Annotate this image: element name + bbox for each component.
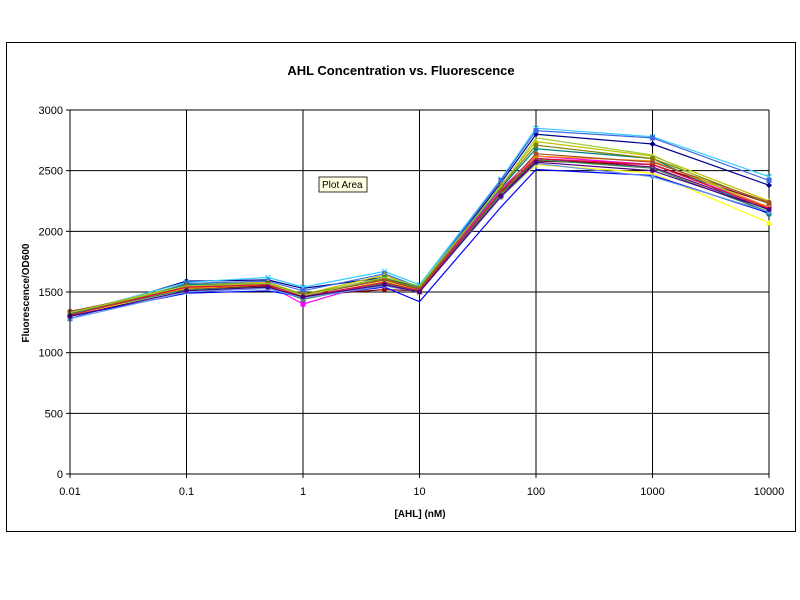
data-point [381,277,387,283]
data-point [766,182,772,189]
series-10 [69,168,770,317]
data-point [300,288,306,294]
data-point [533,128,539,134]
series-line [69,161,770,317]
data-point [533,159,539,165]
data-point [300,301,306,307]
y-axis-label: Fluorescence/OD600 [21,243,32,342]
series-line [69,168,770,317]
y-tick-label: 0 [57,469,63,481]
data-point [533,151,539,157]
chart-svg: AHL Concentration vs. Fluorescence 0 500 1… [21,63,785,520]
series-line [69,157,770,316]
series-17 [69,157,770,316]
y-tick-label: 1500 [39,287,63,299]
series-layer [67,125,772,322]
chart-title: AHL Concentration vs. Fluorescence [287,63,514,78]
data-point [649,173,656,180]
data-point [184,288,189,294]
x-axis-label: [AHL] (nM) [394,509,445,520]
series-line [69,129,770,320]
data-point [649,140,656,147]
y-tick-label: 500 [45,408,63,420]
data-point [766,177,772,183]
data-point [766,219,772,226]
data-point [650,168,655,174]
data-point [766,199,772,205]
x-tick-label: 0.01 [59,486,80,498]
data-point [650,156,655,162]
x-tick-label: 1 [300,486,306,498]
series-18 [67,159,772,319]
y-tick-label: 2500 [39,166,63,178]
x-tick-label: 100 [527,486,545,498]
x-tick-label: 10000 [754,486,785,498]
data-point [381,287,387,293]
data-point [533,142,539,148]
data-point [265,284,271,290]
data-point [650,159,655,165]
series-line [69,133,770,317]
tooltip-background [318,176,368,193]
data-point [766,206,772,212]
data-point [417,289,422,295]
chart-frame: AHL Concentration vs. Fluorescence 0 500 1… [6,42,796,532]
x-tick-label: 0.1 [179,486,194,498]
tooltip-text: Plot Area [322,180,363,191]
y-tick-label: 3000 [39,105,63,117]
data-point [498,177,504,183]
y-tick-label: 2000 [39,226,63,238]
data-point [498,193,504,199]
plot-area-tooltip: Plot Area [318,176,368,193]
axis-layer: 0 500 1000 1500 2000 2500 3000 0.01 0.1 1 10 100 100… [39,105,785,498]
data-point [650,135,655,141]
series-16 [69,137,770,314]
x-tick-label: 1000 [640,486,664,498]
series-line [69,127,770,315]
data-point [381,282,387,288]
data-point [533,131,539,138]
data-point [300,294,306,300]
y-tick-label: 1000 [39,348,63,360]
x-tick-label: 10 [413,486,425,498]
data-point [533,138,539,145]
series-line [69,137,770,314]
